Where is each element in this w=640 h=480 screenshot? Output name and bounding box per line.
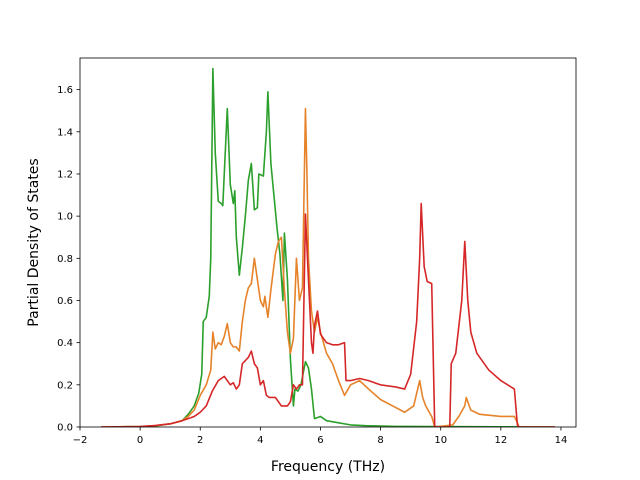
plot-area	[80, 58, 576, 427]
y-axis-label: Partial Density of States	[26, 158, 42, 326]
y-tick-label: 0.0	[57, 423, 73, 434]
x-tick-label: 2	[197, 435, 203, 446]
x-tick-label: 10	[434, 435, 447, 446]
plot-frame	[79, 57, 577, 428]
x-tick-label: 12	[494, 435, 507, 446]
y-tick-label: 0.8	[57, 254, 73, 265]
y-tick-label: 1.4	[57, 127, 73, 138]
series-line-1	[101, 67, 555, 427]
x-tick-label: −2	[73, 435, 88, 446]
y-axis-ticks: 0.0 0.2 0.4 0.6 0.8 1.0 1.2 1.4 1.6	[57, 85, 80, 434]
x-tick-label: 6	[317, 435, 323, 446]
y-tick-label: 0.6	[57, 296, 73, 307]
x-tick-label: 4	[257, 435, 263, 446]
x-axis-ticks: −2 0 2 4 6 8 10 12 14	[73, 427, 568, 446]
y-tick-label: 1.0	[57, 212, 73, 223]
x-tick-label: 14	[555, 435, 568, 446]
y-tick-label: 0.4	[57, 338, 73, 349]
y-tick-label: 1.2	[57, 169, 73, 180]
series-line-3	[101, 202, 555, 427]
y-tick-label: 0.2	[57, 380, 73, 391]
x-tick-label: 0	[137, 435, 143, 446]
x-axis-label: Frequency (THz)	[271, 459, 385, 475]
series-group	[101, 67, 555, 427]
y-tick-label: 1.6	[57, 85, 73, 96]
x-tick-label: 8	[377, 435, 383, 446]
series-line-2	[101, 107, 555, 427]
